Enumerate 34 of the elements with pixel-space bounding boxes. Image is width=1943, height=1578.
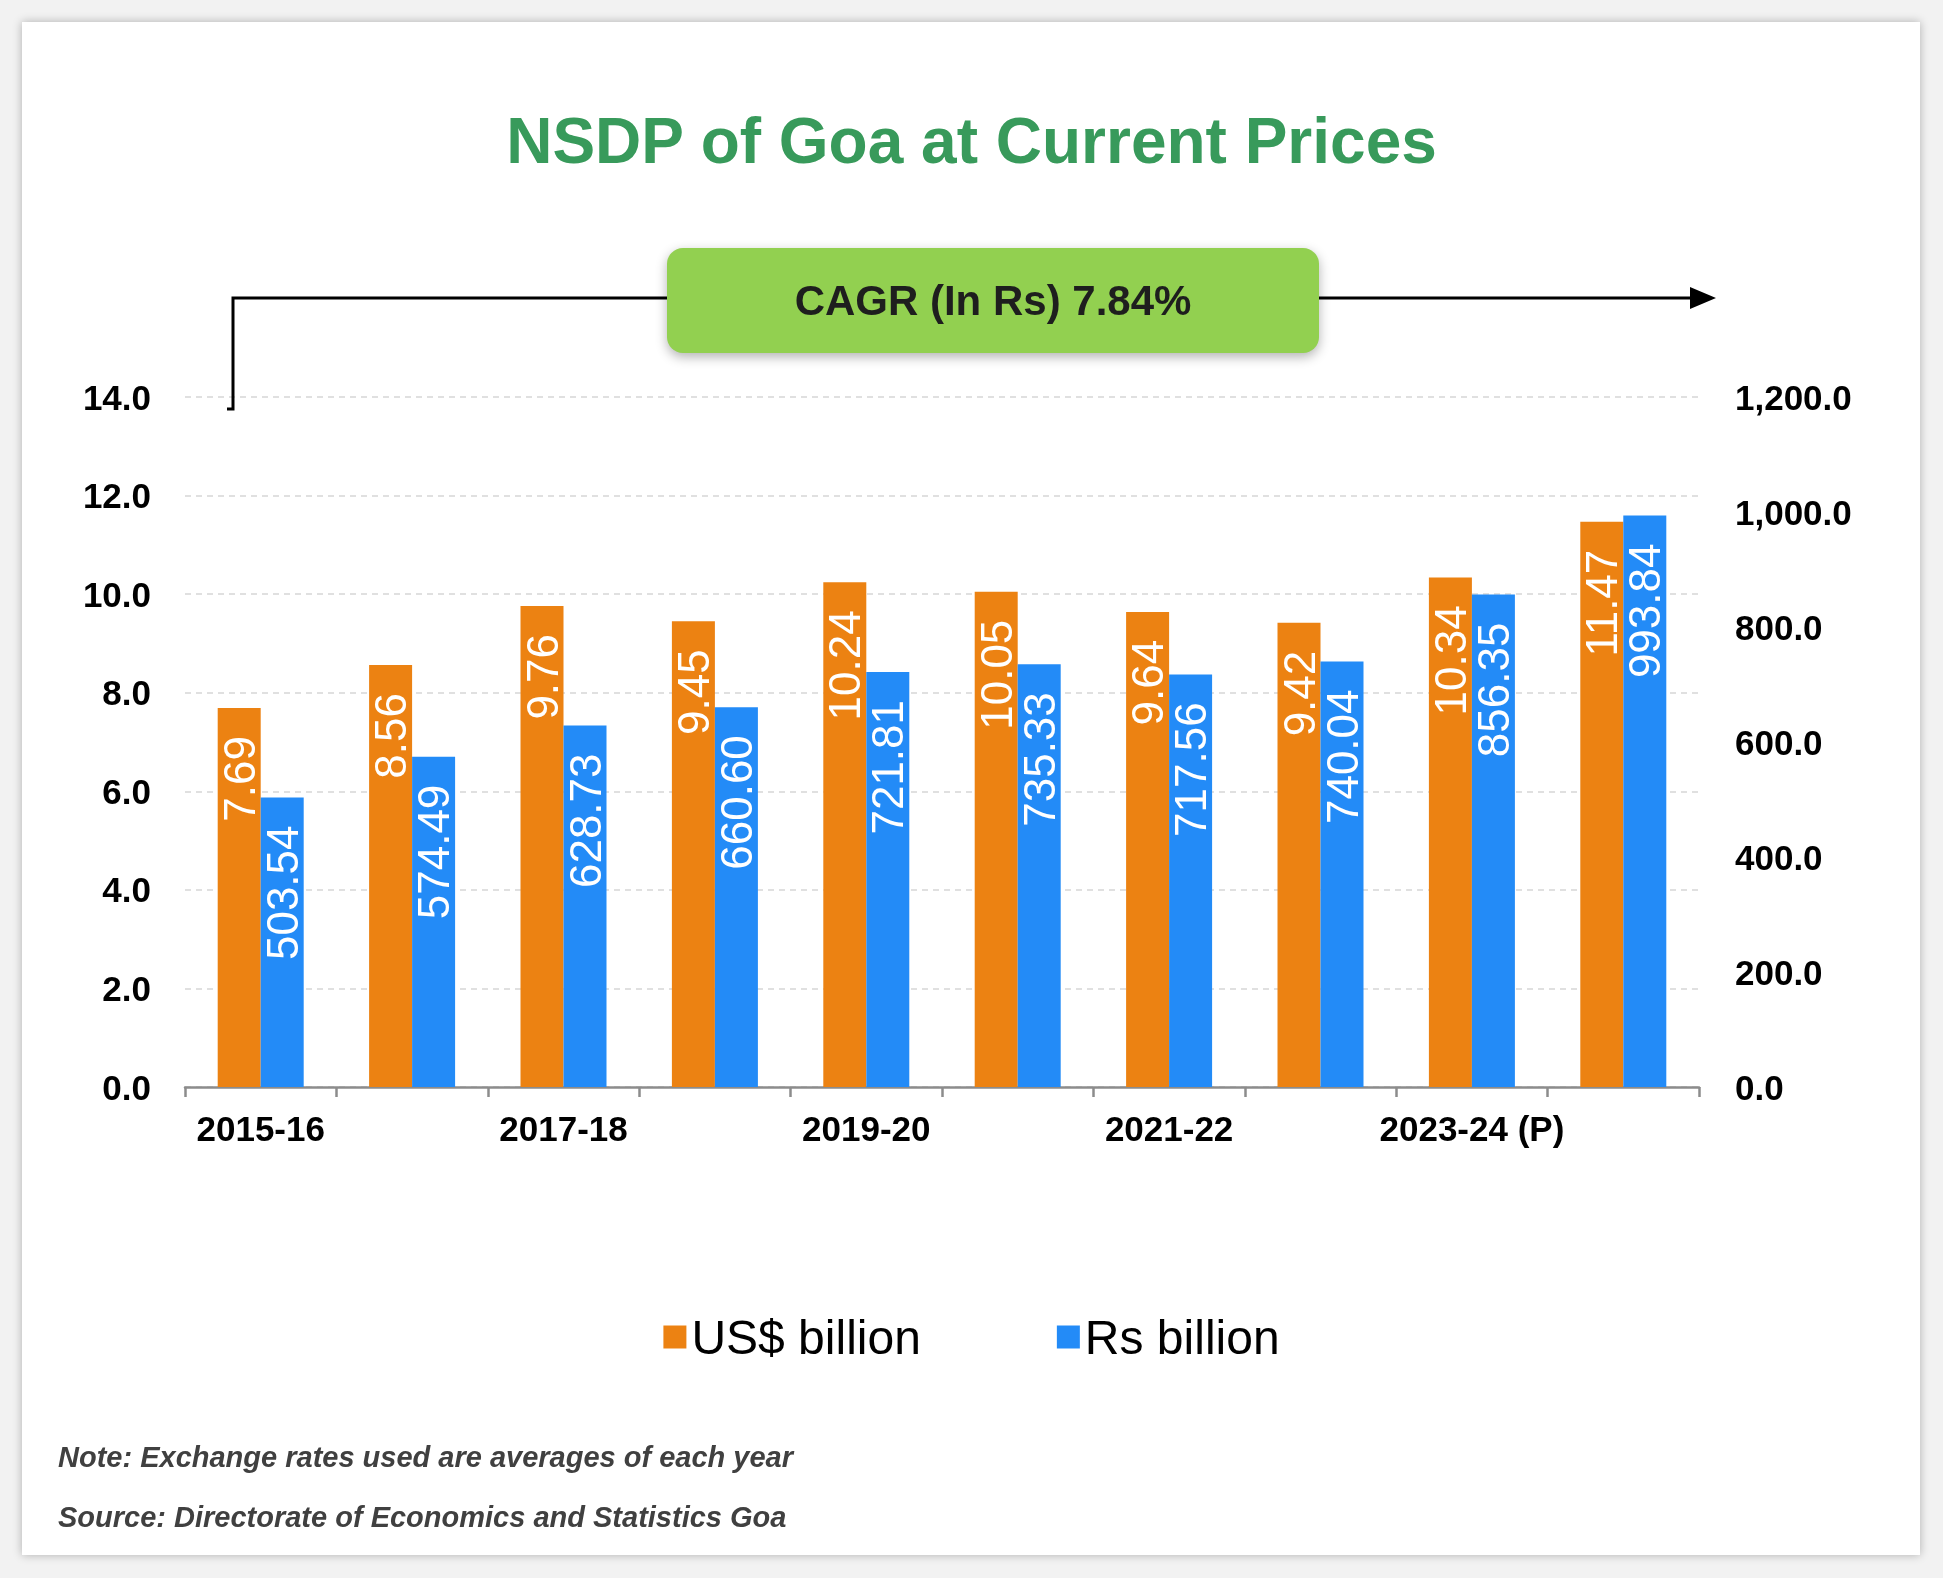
y-tick-label: 2.0 (102, 968, 151, 1008)
data-label: 660.60 (711, 735, 761, 870)
data-label: 8.56 (366, 693, 416, 779)
text: Note: Exchange rates used are averages of each year (58, 1441, 794, 1474)
data-label: 503.54 (257, 825, 307, 961)
data-label: 9.45 (668, 649, 718, 735)
data-label: 7.69 (214, 735, 264, 822)
y2-tick-label: 600.0 (1735, 722, 1823, 762)
y2-tick-label: 800.0 (1735, 607, 1823, 647)
source-note: Source: Directorate of Economics and Statistics Goa (58, 1501, 787, 1534)
legend-label: Rs billion (1084, 1310, 1280, 1364)
y2-tick-label: 1,000.0 (1735, 492, 1852, 532)
y2-tick-label: 400.0 (1735, 837, 1823, 877)
x-tick-label: 2015-16 (196, 1109, 325, 1148)
y-tick-label: 10.0 (82, 574, 151, 614)
data-label: 628.73 (560, 753, 610, 889)
legend-label: US$ billion (691, 1310, 921, 1364)
y-tick-label: 12.0 (82, 476, 151, 516)
y2-tick-label: 200.0 (1735, 952, 1823, 992)
y2-tick-label: 0.0 (1735, 1067, 1784, 1107)
x-tick-label: 2021-22 (1104, 1109, 1234, 1148)
y-tick-label: 4.0 (102, 870, 151, 910)
data-label: 9.76 (517, 633, 567, 720)
x-tick-label: 2017-18 (499, 1109, 628, 1148)
y-tick-label: 0.0 (102, 1067, 151, 1107)
x-tick-label: 2023-24 (P) (1379, 1109, 1565, 1148)
y2-tick-label: 1,200.0 (1735, 377, 1852, 417)
chart-title: NSDP of Goa at Current Prices (506, 105, 1437, 177)
y-tick-label: 6.0 (102, 771, 151, 811)
data-label: 574.49 (409, 784, 459, 920)
text: CAGR (In Rs) 7.84% (667, 248, 1319, 353)
x-tick-label: 2019-20 (802, 1109, 931, 1148)
y-tick-label: 14.0 (82, 377, 151, 417)
y-tick-label: 8.0 (102, 673, 151, 713)
